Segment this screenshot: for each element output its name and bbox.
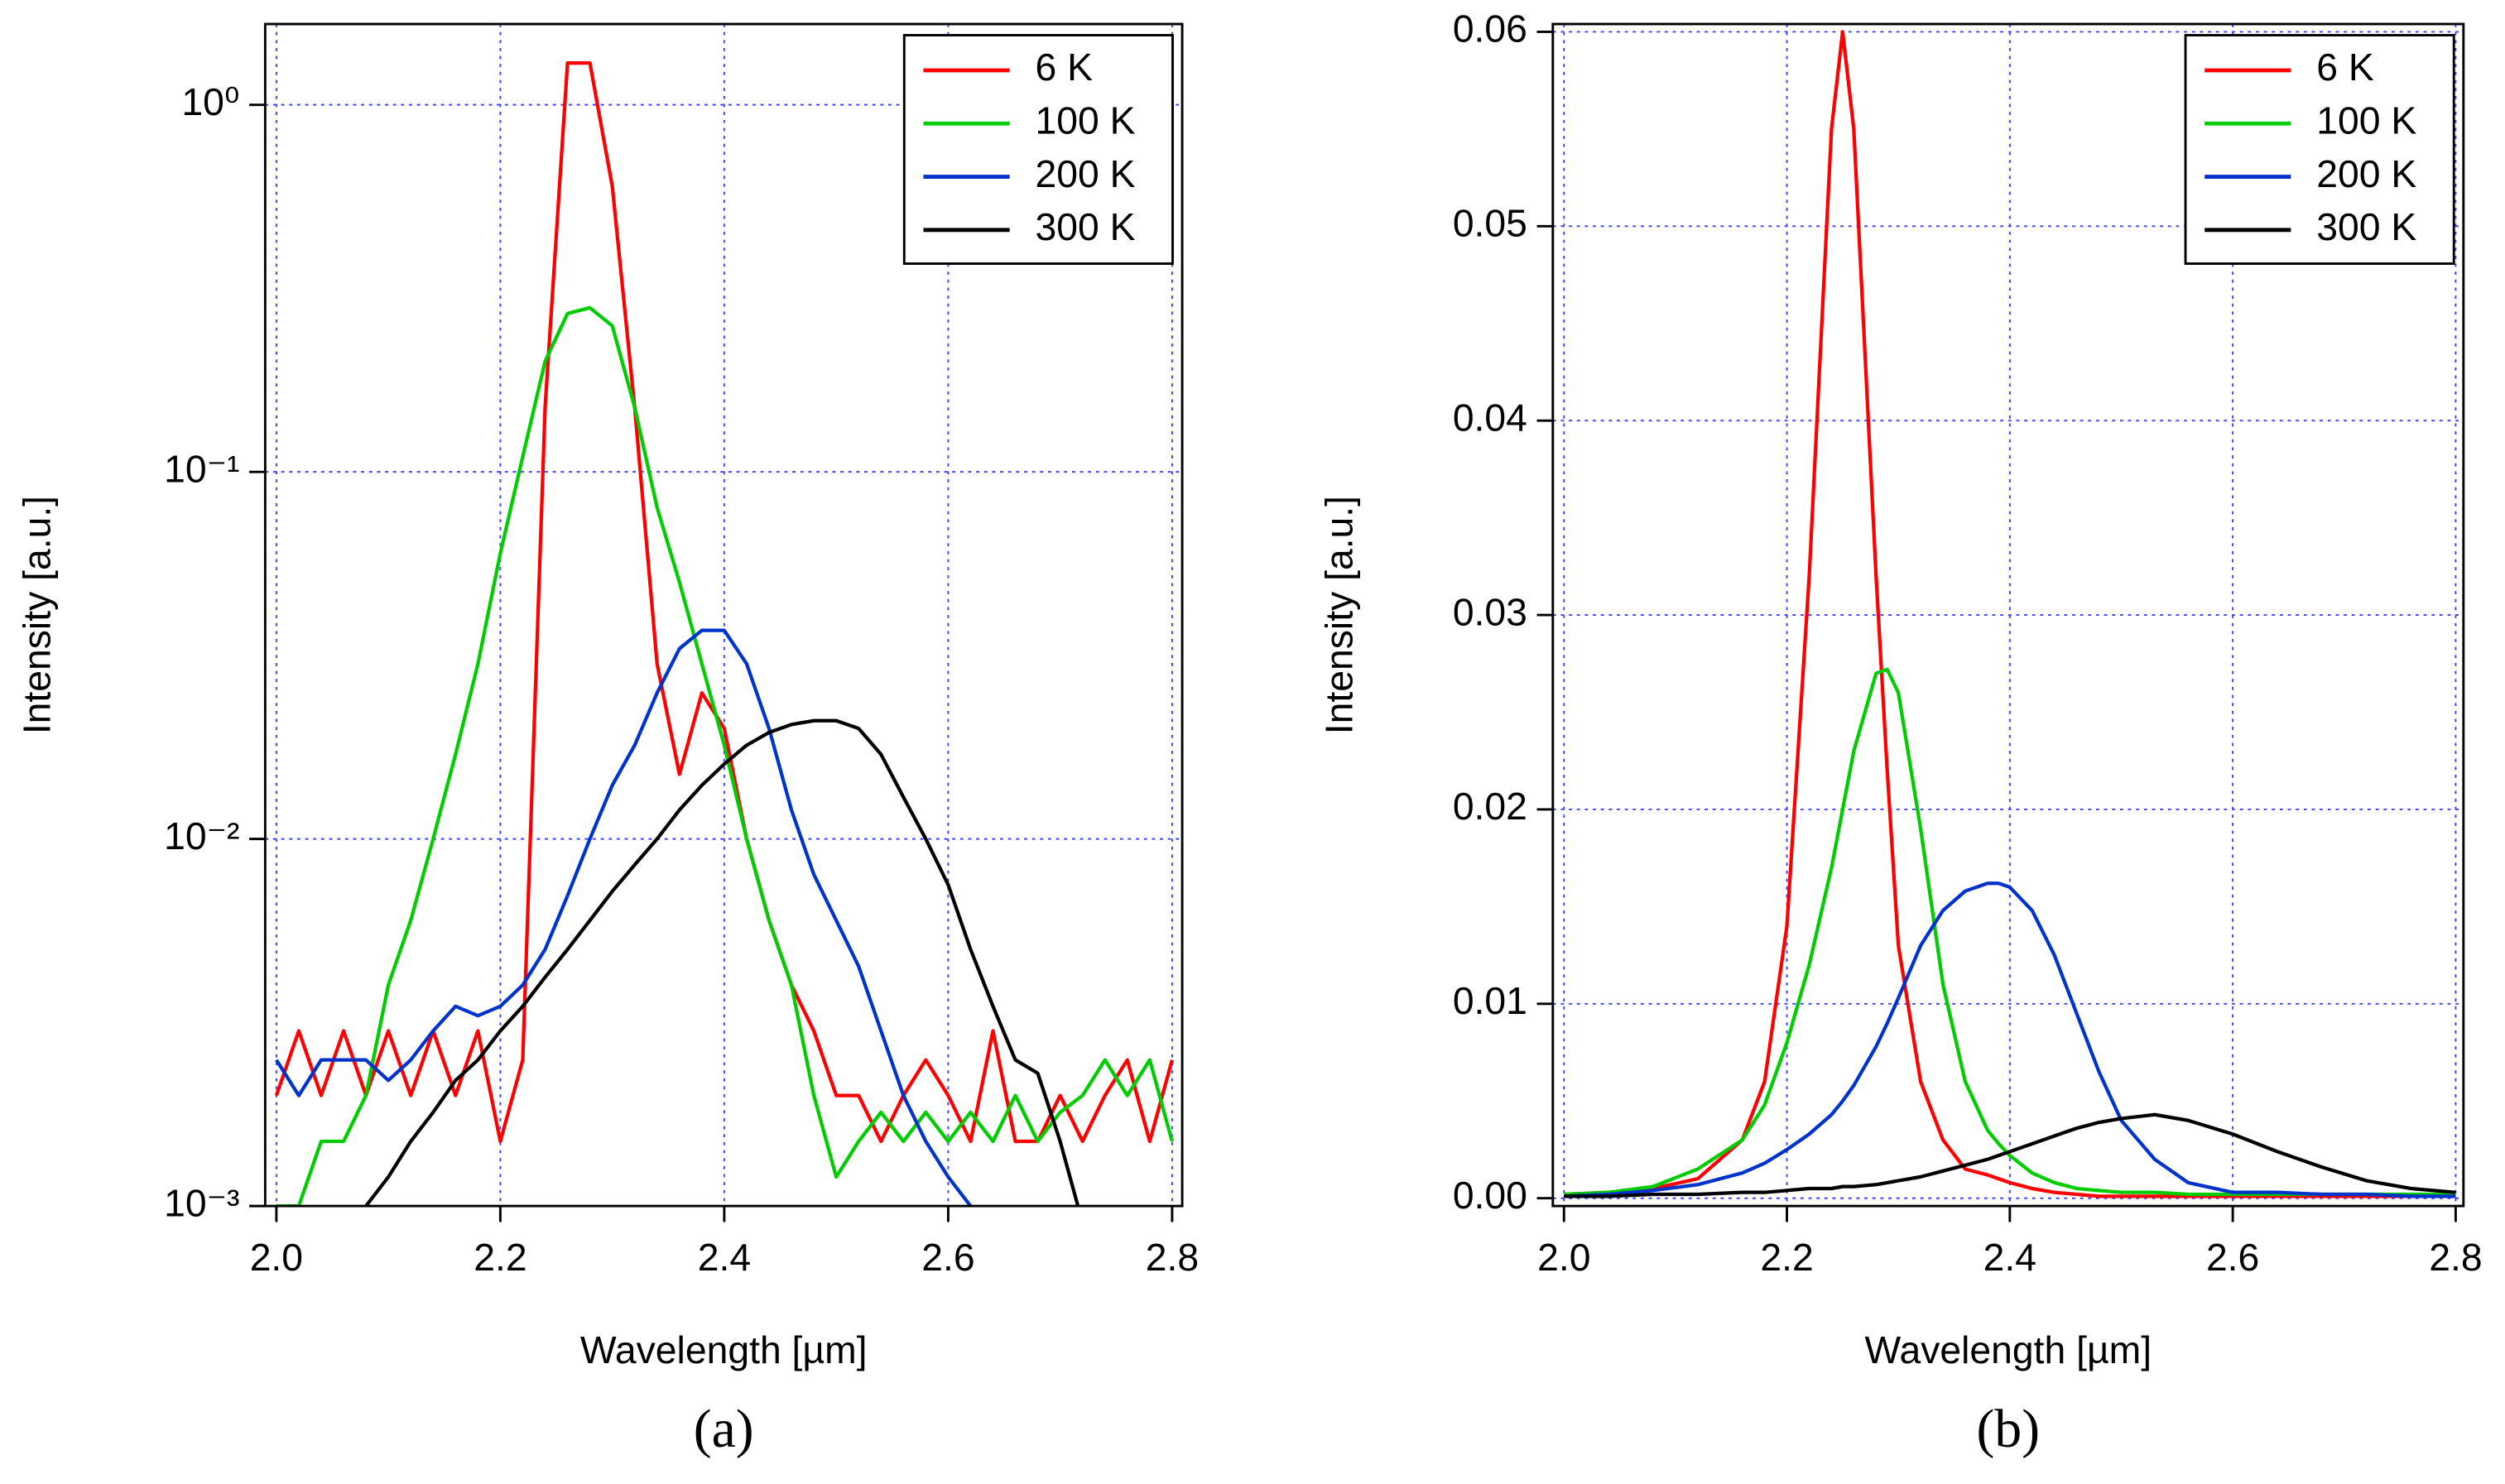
series-line xyxy=(363,718,1080,1207)
plot-frame xyxy=(263,22,1184,1208)
x-tick-label: 2.2 xyxy=(474,1236,526,1279)
caption: (b) xyxy=(1977,1400,2041,1459)
series-line xyxy=(1564,881,2456,1198)
y-tick-label: 0.05 xyxy=(1453,202,1527,245)
series-line xyxy=(275,628,974,1207)
y-tick-label: 10⁰ xyxy=(181,80,239,123)
y-tick-label: 10⁻¹ xyxy=(164,447,239,490)
y-tick-label: 0.02 xyxy=(1453,785,1527,828)
y-tick-label: 0.01 xyxy=(1453,979,1527,1022)
y-tick-label: 0.04 xyxy=(1453,396,1527,439)
legend-label: 200 K xyxy=(1036,152,1136,195)
series-line xyxy=(1564,667,2456,1197)
plot-area xyxy=(1564,30,2456,1198)
plot-area xyxy=(274,60,1174,1207)
x-tick-label: 2.8 xyxy=(1146,1236,1199,1279)
x-tick-label: 2.0 xyxy=(1537,1236,1590,1279)
legend-label: 100 K xyxy=(2316,98,2416,142)
chart: 2.0 2.2 2.4 2.6 2.8 10⁻³ 10⁻² 10⁻¹ 10⁰ 6 K 100 K 20… xyxy=(15,22,1199,1459)
legend-label: 6 K xyxy=(1036,46,1094,89)
series-line xyxy=(1564,30,2456,1198)
x-tick-label: 2.4 xyxy=(1983,1236,2036,1279)
y-tick-label: 0.00 xyxy=(1453,1174,1527,1217)
x-tick-label: 2.8 xyxy=(2429,1236,2482,1279)
chart: 2.0 2.2 2.4 2.6 2.8 0.00 0.01 0.02 0.03 0.04 0.05 0… xyxy=(1317,7,2482,1459)
y-axis-label: Intensity [a.u.] xyxy=(15,496,58,734)
x-tick-label: 2.6 xyxy=(921,1236,974,1279)
legend-box xyxy=(902,34,1174,265)
x-tick-label: 2.6 xyxy=(2206,1236,2259,1279)
series-line xyxy=(274,60,1174,1144)
series-line xyxy=(276,305,1174,1207)
legend-label: 200 K xyxy=(2316,152,2416,195)
series-line xyxy=(1564,1112,2456,1198)
legend-label: 6 K xyxy=(2316,46,2374,89)
legend-box xyxy=(2184,34,2455,265)
y-tick-label: 10⁻² xyxy=(164,814,239,857)
legend-label: 300 K xyxy=(2316,205,2416,248)
y-tick-label: 10⁻³ xyxy=(164,1181,239,1224)
x-axis-label: Wavelength [µm] xyxy=(1865,1328,2152,1371)
y-tick-label: 0.06 xyxy=(1453,7,1527,50)
y-tick-label: 0.03 xyxy=(1453,590,1527,633)
y-axis-label: Intensity [a.u.] xyxy=(1317,496,1360,734)
legend-label: 300 K xyxy=(1036,205,1136,248)
plot-frame xyxy=(1551,22,2465,1208)
x-tick-label: 2.4 xyxy=(698,1236,751,1279)
caption: (a) xyxy=(694,1400,754,1459)
x-tick-label: 2.2 xyxy=(1760,1236,1813,1279)
x-tick-label: 2.0 xyxy=(250,1236,303,1279)
x-axis-label: Wavelength [µm] xyxy=(580,1328,868,1371)
legend-label: 100 K xyxy=(1036,98,1136,142)
